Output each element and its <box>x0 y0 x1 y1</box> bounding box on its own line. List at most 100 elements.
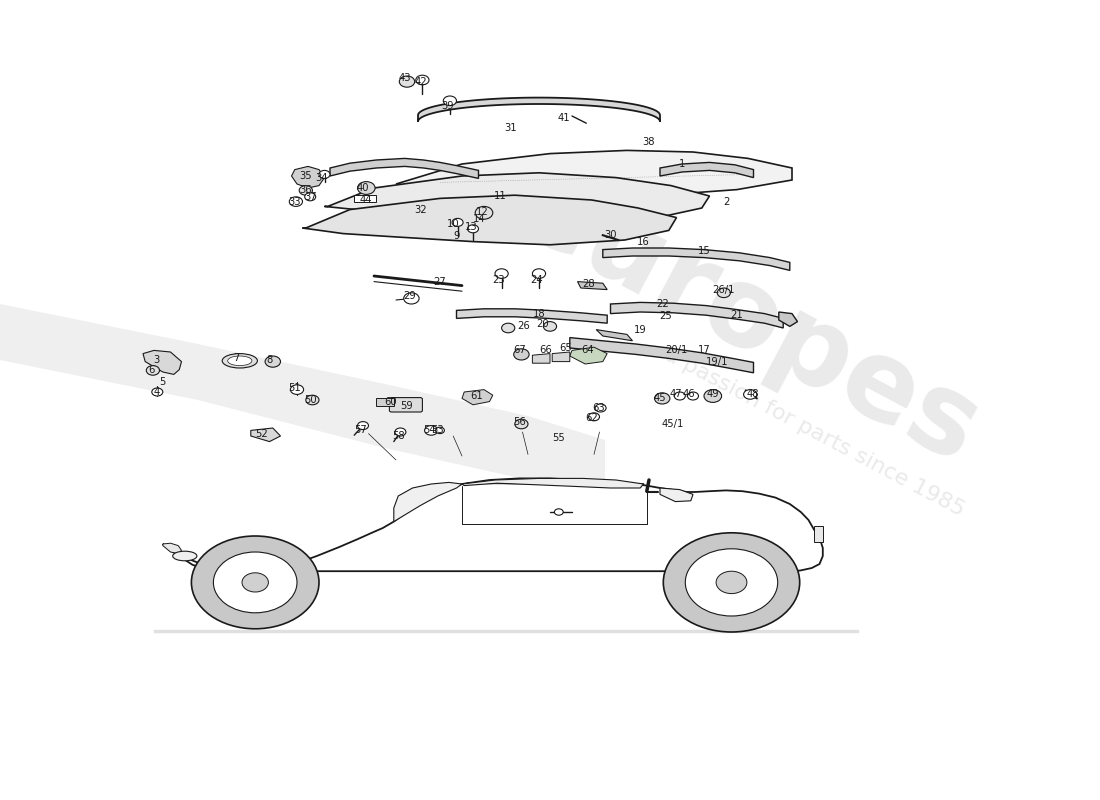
Text: 32: 32 <box>414 205 427 214</box>
Text: 65: 65 <box>559 343 572 353</box>
Circle shape <box>543 322 557 331</box>
Circle shape <box>515 419 528 429</box>
Polygon shape <box>456 309 607 323</box>
Text: 7: 7 <box>233 353 240 362</box>
Text: 14: 14 <box>473 214 486 224</box>
Circle shape <box>416 75 429 85</box>
Text: 55: 55 <box>552 434 565 443</box>
Circle shape <box>595 404 606 412</box>
FancyBboxPatch shape <box>389 398 422 412</box>
Circle shape <box>475 206 493 219</box>
Text: 39: 39 <box>441 101 454 110</box>
Text: 12: 12 <box>475 207 488 217</box>
Circle shape <box>588 413 600 421</box>
Text: 27: 27 <box>433 277 447 286</box>
Circle shape <box>191 536 319 629</box>
Polygon shape <box>163 543 182 554</box>
Circle shape <box>502 323 515 333</box>
Text: 57: 57 <box>354 426 367 435</box>
Circle shape <box>554 509 563 515</box>
Text: 45/1: 45/1 <box>662 419 684 429</box>
Circle shape <box>289 197 302 206</box>
Circle shape <box>299 186 312 195</box>
Text: 13: 13 <box>464 222 477 232</box>
Ellipse shape <box>228 356 252 366</box>
Text: 43: 43 <box>398 74 411 83</box>
Text: 9: 9 <box>453 231 460 241</box>
Text: 62: 62 <box>585 413 598 422</box>
Text: 2: 2 <box>723 197 729 206</box>
Text: 21: 21 <box>730 310 744 320</box>
Text: 38: 38 <box>642 138 656 147</box>
Text: 33: 33 <box>288 197 301 206</box>
Text: 42: 42 <box>415 77 428 86</box>
Text: 29: 29 <box>403 291 416 301</box>
Text: 61: 61 <box>470 391 483 401</box>
Polygon shape <box>376 398 394 406</box>
Text: 66: 66 <box>539 345 552 354</box>
Circle shape <box>306 395 319 405</box>
Polygon shape <box>163 478 823 573</box>
Polygon shape <box>324 173 710 222</box>
Polygon shape <box>396 150 792 197</box>
Text: 22: 22 <box>656 299 669 309</box>
Circle shape <box>146 366 160 375</box>
Polygon shape <box>660 162 754 178</box>
Circle shape <box>654 393 670 404</box>
Text: 52: 52 <box>255 429 268 438</box>
Circle shape <box>688 392 698 400</box>
Circle shape <box>358 182 375 194</box>
Text: 8: 8 <box>266 355 273 365</box>
Text: 25: 25 <box>659 311 672 321</box>
Circle shape <box>290 385 304 394</box>
Circle shape <box>443 96 456 106</box>
Text: 53: 53 <box>431 426 444 435</box>
Text: 31: 31 <box>504 123 517 133</box>
Circle shape <box>532 269 546 278</box>
Text: 17: 17 <box>697 345 711 354</box>
Circle shape <box>663 533 800 632</box>
Polygon shape <box>610 302 783 328</box>
Text: 36: 36 <box>299 186 312 195</box>
Text: 49: 49 <box>706 390 719 399</box>
Polygon shape <box>0 304 605 496</box>
Polygon shape <box>143 350 182 374</box>
Text: 46: 46 <box>682 390 695 399</box>
Text: 16: 16 <box>637 237 650 246</box>
Polygon shape <box>603 248 790 270</box>
Circle shape <box>358 422 368 430</box>
Polygon shape <box>462 478 644 488</box>
Text: 1: 1 <box>679 159 685 169</box>
Text: 26/1: 26/1 <box>713 285 735 294</box>
Text: 67: 67 <box>513 346 526 355</box>
Text: 24: 24 <box>530 275 543 285</box>
Polygon shape <box>570 338 754 373</box>
Text: 35: 35 <box>299 171 312 181</box>
Text: 59: 59 <box>400 402 414 411</box>
Text: 44: 44 <box>360 195 373 205</box>
Text: 11: 11 <box>494 191 507 201</box>
Polygon shape <box>660 488 693 502</box>
Circle shape <box>716 571 747 594</box>
Text: 5: 5 <box>160 377 166 386</box>
Circle shape <box>452 218 463 226</box>
Circle shape <box>399 76 415 87</box>
Polygon shape <box>330 158 478 178</box>
Text: 30: 30 <box>604 230 617 240</box>
Circle shape <box>744 390 757 399</box>
Circle shape <box>495 269 508 278</box>
Circle shape <box>242 573 268 592</box>
Text: 19/1: 19/1 <box>706 357 728 366</box>
Text: 51: 51 <box>288 383 301 393</box>
Polygon shape <box>552 352 570 362</box>
Text: 63: 63 <box>592 403 605 413</box>
Circle shape <box>436 427 444 434</box>
Text: 10: 10 <box>447 219 460 229</box>
Ellipse shape <box>222 354 257 368</box>
Ellipse shape <box>173 551 197 561</box>
Circle shape <box>674 392 685 400</box>
Polygon shape <box>570 347 607 364</box>
Text: 60: 60 <box>384 397 397 406</box>
Text: 6: 6 <box>148 366 155 375</box>
Text: 4: 4 <box>153 387 159 397</box>
